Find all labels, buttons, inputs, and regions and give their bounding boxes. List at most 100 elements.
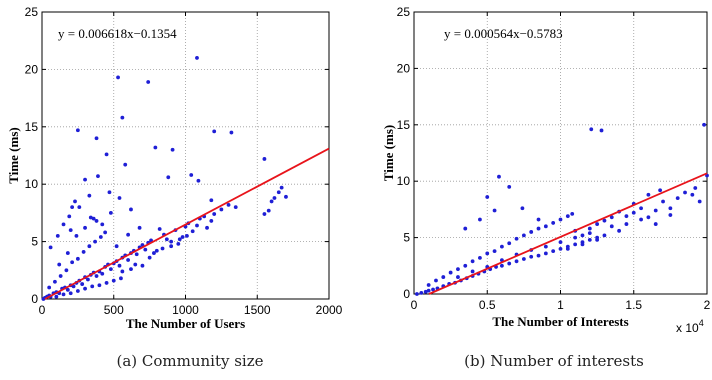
scatter-point bbox=[478, 217, 482, 222]
scatter-point bbox=[639, 217, 643, 222]
scatter-point bbox=[123, 162, 128, 167]
fit-equation: y = 0.000564x−0.5783 bbox=[444, 26, 563, 41]
scatter-point bbox=[55, 233, 60, 238]
scatter-point bbox=[543, 251, 548, 256]
grid-lines bbox=[414, 12, 707, 294]
scatter-point bbox=[521, 233, 526, 238]
scatter-point bbox=[126, 258, 130, 262]
x-tick-label: 1.5 bbox=[625, 298, 642, 312]
scatter-point bbox=[58, 274, 63, 278]
scatter-point bbox=[570, 212, 575, 216]
scatter-point bbox=[602, 233, 607, 238]
scatter-point bbox=[190, 229, 195, 234]
x-tick-label: 1 bbox=[557, 298, 564, 312]
scatter-point bbox=[83, 177, 87, 182]
scatter-point bbox=[500, 263, 504, 268]
scatter-point bbox=[587, 231, 592, 235]
scatter-point bbox=[166, 175, 171, 180]
scatter-point bbox=[120, 269, 125, 274]
scatter-point bbox=[77, 205, 82, 210]
scatter-point bbox=[195, 223, 199, 228]
scatter-point bbox=[98, 235, 103, 239]
scatter-point bbox=[536, 253, 541, 258]
scatter-point bbox=[70, 260, 75, 265]
scatter-point bbox=[65, 287, 70, 292]
fit-equation: y = 0.006618x−0.1354 bbox=[58, 26, 177, 41]
scatter-point bbox=[565, 214, 570, 219]
scatter-point bbox=[485, 251, 490, 256]
scatter-point bbox=[573, 242, 578, 247]
scatter-point bbox=[94, 136, 99, 141]
scatter-point bbox=[169, 244, 174, 249]
scatter-point bbox=[195, 56, 199, 60]
scatter-point bbox=[697, 199, 702, 204]
scatter-point bbox=[434, 278, 438, 283]
scatter-point bbox=[74, 233, 79, 238]
scatter-point bbox=[675, 196, 680, 201]
x-tick-label: 2 bbox=[704, 298, 711, 312]
scatter-point bbox=[209, 198, 214, 203]
y-tick-label: 20 bbox=[397, 61, 411, 75]
scatter-point bbox=[117, 196, 122, 200]
scatter-point bbox=[683, 190, 687, 195]
scatter-point bbox=[668, 213, 673, 217]
scatter-point bbox=[653, 208, 658, 213]
caption-b: (b) Number of interests bbox=[464, 352, 644, 370]
scatter-point bbox=[147, 255, 152, 260]
scatter-point bbox=[65, 251, 70, 255]
scatter-point bbox=[279, 185, 284, 190]
scatter-point bbox=[212, 212, 217, 216]
scatter-point bbox=[229, 130, 234, 135]
scatter-point bbox=[653, 222, 658, 226]
scatter-point bbox=[485, 195, 490, 199]
scatter-point bbox=[587, 237, 592, 242]
y-tick-label: 5 bbox=[31, 235, 38, 249]
scatter-point bbox=[262, 157, 267, 161]
scatter-point bbox=[529, 230, 534, 234]
scatter-point bbox=[61, 292, 66, 297]
scatter-point bbox=[116, 75, 120, 80]
scatter-point bbox=[134, 252, 139, 257]
scatter-point bbox=[119, 276, 123, 281]
x-multiplier-base: x 10 bbox=[676, 321, 699, 335]
scatter-point bbox=[169, 239, 174, 244]
x-tick-label: 2000 bbox=[316, 303, 343, 317]
y-tick-label: 20 bbox=[25, 62, 39, 76]
scatter-point bbox=[108, 267, 113, 272]
x-tick-label: 500 bbox=[104, 303, 124, 317]
scatter-point bbox=[599, 128, 604, 133]
scatter-point bbox=[470, 259, 475, 264]
scatter-point bbox=[67, 214, 72, 219]
scatter-point bbox=[90, 284, 95, 289]
scatter-point bbox=[219, 207, 224, 212]
y-tick-label: 10 bbox=[25, 177, 39, 191]
scatter-point bbox=[463, 263, 468, 268]
x-tick-label: 0 bbox=[39, 303, 46, 317]
scatter-point bbox=[520, 206, 525, 211]
scatter-point bbox=[426, 288, 431, 293]
scatter-point bbox=[514, 236, 519, 241]
scatter-point bbox=[164, 237, 169, 242]
scatter-point bbox=[624, 214, 629, 219]
scatter-point bbox=[497, 174, 501, 179]
scatter-point bbox=[226, 202, 231, 207]
scatter-point bbox=[543, 244, 548, 249]
scatter-point bbox=[177, 237, 182, 242]
scatter-point bbox=[196, 178, 201, 183]
scatter-point bbox=[419, 290, 424, 295]
scatter-point bbox=[543, 224, 548, 229]
scatter-point bbox=[68, 291, 73, 296]
scatter-point bbox=[266, 208, 271, 213]
y-tick-label: 5 bbox=[403, 231, 410, 245]
scatter-point bbox=[558, 246, 563, 251]
scatter-point bbox=[233, 205, 238, 210]
y-tick-label: 15 bbox=[397, 118, 411, 132]
y-tick-label: 25 bbox=[397, 5, 411, 19]
chart-panel-a: 0 500 1000 1500 2000 0 5 10 15 20 25 y = 0.006618x… bbox=[6, 5, 343, 370]
scatter-point bbox=[514, 259, 519, 264]
scatter-point bbox=[57, 262, 62, 267]
scatter-point bbox=[617, 228, 621, 233]
scatter-point bbox=[140, 263, 145, 268]
